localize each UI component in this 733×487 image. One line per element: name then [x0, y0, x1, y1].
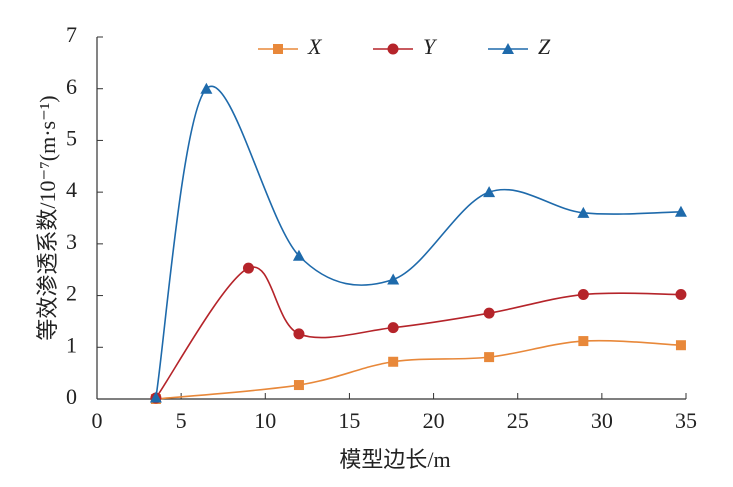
marker — [387, 273, 400, 285]
marker — [293, 328, 305, 340]
series-line — [155, 266, 681, 399]
y-tick-label: 0 — [66, 384, 77, 409]
y-tick-label: 7 — [66, 22, 77, 47]
marker — [675, 340, 686, 351]
legend-text: X — [307, 34, 323, 59]
marker — [483, 307, 495, 319]
marker — [578, 336, 589, 347]
x-tick-label: 0 — [92, 408, 103, 433]
legend-text: Z — [538, 34, 551, 59]
marker — [200, 82, 213, 94]
series-line — [155, 85, 681, 398]
marker — [675, 289, 687, 301]
x-tick-label: 30 — [591, 408, 613, 433]
x-tick-label: 10 — [254, 408, 276, 433]
x-axis-label: 模型边长/m — [339, 447, 450, 472]
marker — [292, 249, 305, 261]
marker — [577, 289, 589, 301]
legend-marker — [502, 43, 514, 54]
marker — [674, 205, 687, 217]
y-axis-label: 等效渗透系数/10⁻⁷(m·s⁻¹) — [35, 95, 60, 340]
x-tick-label: 20 — [423, 408, 445, 433]
x-tick-label: 25 — [507, 408, 529, 433]
series-line — [155, 339, 681, 400]
x-tick-label: 15 — [338, 408, 360, 433]
y-tick-label: 3 — [66, 229, 77, 254]
marker — [577, 206, 590, 218]
legend-marker — [273, 44, 283, 54]
y-tick-label: 4 — [66, 177, 77, 202]
y-tick-label: 5 — [66, 125, 77, 150]
y-tick-label: 1 — [66, 332, 77, 357]
x-tick-label: 35 — [675, 408, 697, 433]
marker — [293, 380, 304, 391]
legend-marker — [387, 43, 399, 55]
marker — [242, 262, 254, 274]
marker — [483, 186, 496, 198]
y-tick-label: 6 — [66, 74, 77, 99]
marker — [484, 352, 495, 363]
y-tick-label: 2 — [66, 281, 77, 306]
x-tick-label: 5 — [176, 408, 187, 433]
marker — [387, 322, 399, 334]
marker — [149, 391, 162, 403]
legend-text: Y — [423, 34, 438, 59]
marker — [388, 356, 399, 367]
